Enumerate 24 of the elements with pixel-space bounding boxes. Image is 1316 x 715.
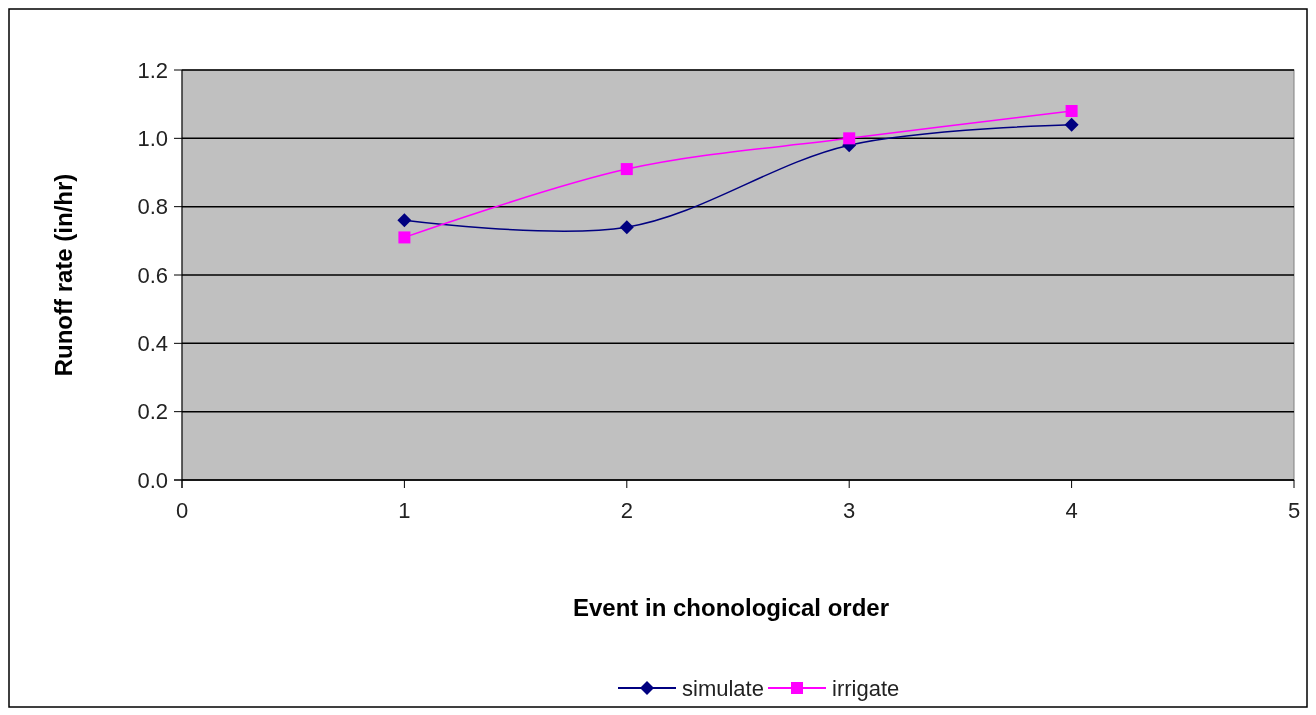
x-tick-label: 5 xyxy=(1287,498,1301,523)
y-tick-label: 0.4 xyxy=(137,331,168,357)
y-tick-label: 0.0 xyxy=(137,467,168,493)
point xyxy=(1065,105,1078,117)
y-axis-title: Runoff rate (in/hr) xyxy=(50,173,77,377)
y-tick-label: 0.8 xyxy=(137,194,168,220)
point xyxy=(1064,117,1079,132)
point xyxy=(397,213,412,228)
point xyxy=(398,231,411,244)
x-tick-label: 3 xyxy=(843,498,856,523)
point xyxy=(619,220,634,235)
x-tick-label: 1 xyxy=(398,498,411,523)
point xyxy=(620,163,633,176)
y-tick-label: 1.2 xyxy=(137,57,168,83)
x-tick-label: 0 xyxy=(175,498,189,523)
legend-label: simulate xyxy=(682,676,764,701)
x-axis-title: Event in chonological order xyxy=(572,594,890,621)
point xyxy=(843,132,856,145)
y-tick-label: 0.2 xyxy=(137,399,168,425)
y-tick-label: 1.0 xyxy=(137,126,168,152)
x-tick-label: 4 xyxy=(1065,498,1078,523)
legend-label: irrigate xyxy=(832,676,900,701)
y-tick-label: 0.6 xyxy=(137,262,168,288)
x-tick-label: 2 xyxy=(620,498,633,523)
